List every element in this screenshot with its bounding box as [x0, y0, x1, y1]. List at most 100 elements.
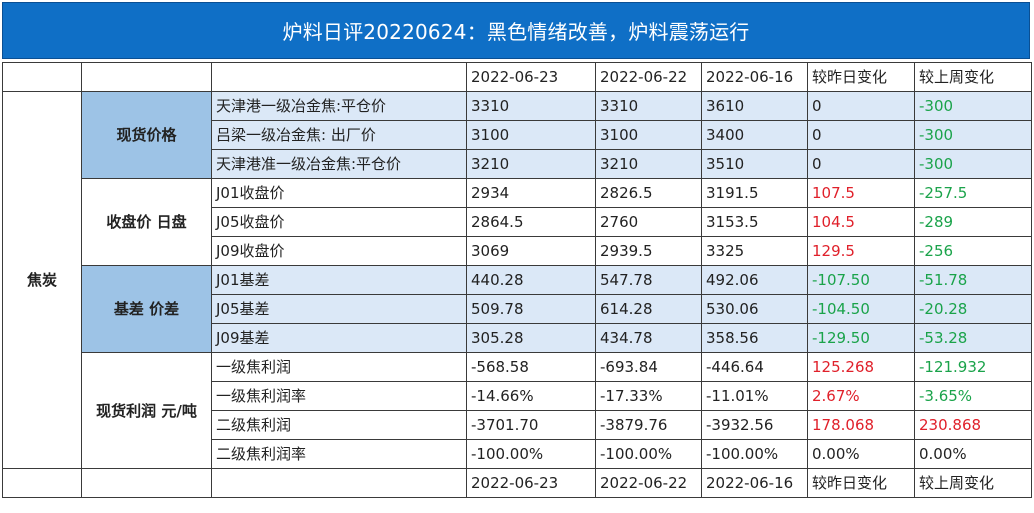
footer-change-week: 较上周变化 [914, 468, 1032, 498]
report-title: 炉料日评20220624：黑色情绪改善，炉料震荡运行 [2, 2, 1030, 59]
header-date-1: 2022-06-23 [466, 62, 596, 92]
footer-date-1: 2022-06-23 [466, 468, 596, 498]
value-date-2: 3310 [595, 91, 702, 121]
change-week: -51.78 [914, 265, 1032, 295]
value-date-2: 547.78 [595, 265, 702, 295]
footer-date-3: 2022-06-16 [701, 468, 808, 498]
group-label: 基差 价差 [81, 265, 212, 353]
indicator-name: 二级焦利润 [211, 410, 467, 440]
header-change-day: 较昨日变化 [807, 62, 915, 92]
table-row: 一级焦利润率 -14.66% -17.33% -11.01% 2.67% -3.65% [3, 381, 1032, 411]
change-day: 2.67% [807, 381, 915, 411]
value-date-3: 3191.5 [701, 178, 808, 208]
change-week: -20.28 [914, 294, 1032, 324]
value-date-1: 3210 [466, 149, 596, 179]
group-label: 收盘价 日盘 [81, 178, 212, 266]
table-row: 二级焦利润 -3701.70 -3879.76 -3932.56 178.068 230.… [3, 410, 1032, 440]
value-date-3: 3610 [701, 91, 808, 121]
change-day: 178.068 [807, 410, 915, 440]
footer-change-day: 较昨日变化 [807, 468, 915, 498]
footer-blank-3 [211, 468, 467, 498]
value-date-3: -100.00% [701, 439, 808, 469]
value-date-2: 2760 [595, 207, 702, 237]
table-row: 现货利润 元/吨 一级焦利润 -568.58 -693.84 -446.64 125.26… [3, 352, 1032, 469]
header-blank-2 [81, 62, 212, 92]
change-day: -107.50 [807, 265, 915, 295]
table-row: 二级焦利润率 -100.00% -100.00% -100.00% 0.00% 0.00% [3, 439, 1032, 469]
value-date-2: 614.28 [595, 294, 702, 324]
change-week: 230.868 [914, 410, 1032, 440]
category-label: 焦炭 [2, 91, 82, 469]
value-date-2: 434.78 [595, 323, 702, 353]
value-date-1: 3100 [466, 120, 596, 150]
header-blank-1 [2, 62, 82, 92]
table-row: 基差 价差 J01基差 440.28 547.78 492.06 -107.50 -51.7… [3, 265, 1032, 353]
footer-blank-2 [81, 468, 212, 498]
value-date-2: 3100 [595, 120, 702, 150]
change-day: 0 [807, 91, 915, 121]
indicator-name: 一级焦利润 [211, 352, 467, 382]
change-week: -300 [914, 120, 1032, 150]
indicator-name: 二级焦利润率 [211, 439, 467, 469]
value-date-2: -3879.76 [595, 410, 702, 440]
value-date-1: -3701.70 [466, 410, 596, 440]
value-date-3: 3510 [701, 149, 808, 179]
indicator-name: J09基差 [211, 323, 467, 353]
change-week: -257.5 [914, 178, 1032, 208]
value-date-3: -11.01% [701, 381, 808, 411]
change-week: -300 [914, 91, 1032, 121]
value-date-3: 3153.5 [701, 207, 808, 237]
indicator-name: J05收盘价 [211, 207, 467, 237]
header-date-3: 2022-06-16 [701, 62, 808, 92]
change-week: -289 [914, 207, 1032, 237]
footer-blank-1 [2, 468, 82, 498]
table-row: J09基差 305.28 434.78 358.56 -129.50 -53.28 [3, 323, 1032, 353]
table-row: J05收盘价 2864.5 2760 3153.5 104.5 -289 [3, 207, 1032, 237]
value-date-1: 3069 [466, 236, 596, 266]
value-date-2: -100.00% [595, 439, 702, 469]
change-day: 0 [807, 120, 915, 150]
header-blank-3 [211, 62, 467, 92]
value-date-3: 3325 [701, 236, 808, 266]
change-day: -104.50 [807, 294, 915, 324]
value-date-3: 3400 [701, 120, 808, 150]
value-date-1: -14.66% [466, 381, 596, 411]
header-date-2: 2022-06-22 [595, 62, 702, 92]
coke-price-table: 2022-06-23 2022-06-22 2022-06-16 较昨日变化 较… [2, 62, 1032, 498]
indicator-name: 吕梁一级冶金焦: 出厂价 [211, 120, 467, 150]
indicator-name: 一级焦利润率 [211, 381, 467, 411]
indicator-name: J01基差 [211, 265, 467, 295]
value-date-2: 2826.5 [595, 178, 702, 208]
value-date-3: 358.56 [701, 323, 808, 353]
header-change-week: 较上周变化 [914, 62, 1032, 92]
value-date-1: 2864.5 [466, 207, 596, 237]
value-date-3: -446.64 [701, 352, 808, 382]
value-date-1: 440.28 [466, 265, 596, 295]
value-date-1: 3310 [466, 91, 596, 121]
value-date-1: 305.28 [466, 323, 596, 353]
change-week: -3.65% [914, 381, 1032, 411]
indicator-name: J01收盘价 [211, 178, 467, 208]
value-date-3: 530.06 [701, 294, 808, 324]
change-week: -300 [914, 149, 1032, 179]
change-week: -53.28 [914, 323, 1032, 353]
table-row: 收盘价 日盘 J01收盘价 2934 2826.5 3191.5 107.5 -257.5 [3, 178, 1032, 266]
change-day: 129.5 [807, 236, 915, 266]
footer-row: 2022-06-23 2022-06-22 2022-06-16 较昨日变化 较上周变化 [2, 468, 1032, 498]
header-row: 2022-06-23 2022-06-22 2022-06-16 较昨日变化 较… [2, 62, 1032, 92]
value-date-2: -17.33% [595, 381, 702, 411]
indicator-name: 天津港准一级冶金焦:平仓价 [211, 149, 467, 179]
change-week: 0.00% [914, 439, 1032, 469]
indicator-name: J09收盘价 [211, 236, 467, 266]
change-day: -129.50 [807, 323, 915, 353]
table-row: 吕梁一级冶金焦: 出厂价 3100 3100 3400 0 -300 [3, 120, 1032, 150]
value-date-1: 509.78 [466, 294, 596, 324]
value-date-2: 3210 [595, 149, 702, 179]
change-day: 125.268 [807, 352, 915, 382]
indicator-name: 天津港一级冶金焦:平仓价 [211, 91, 467, 121]
table-row: 焦炭 现货价格 天津港一级冶金焦:平仓价 3310 3310 3610 0 -300 [2, 91, 1032, 469]
indicator-name: J05基差 [211, 294, 467, 324]
value-date-1: -568.58 [466, 352, 596, 382]
footer-date-2: 2022-06-22 [595, 468, 702, 498]
